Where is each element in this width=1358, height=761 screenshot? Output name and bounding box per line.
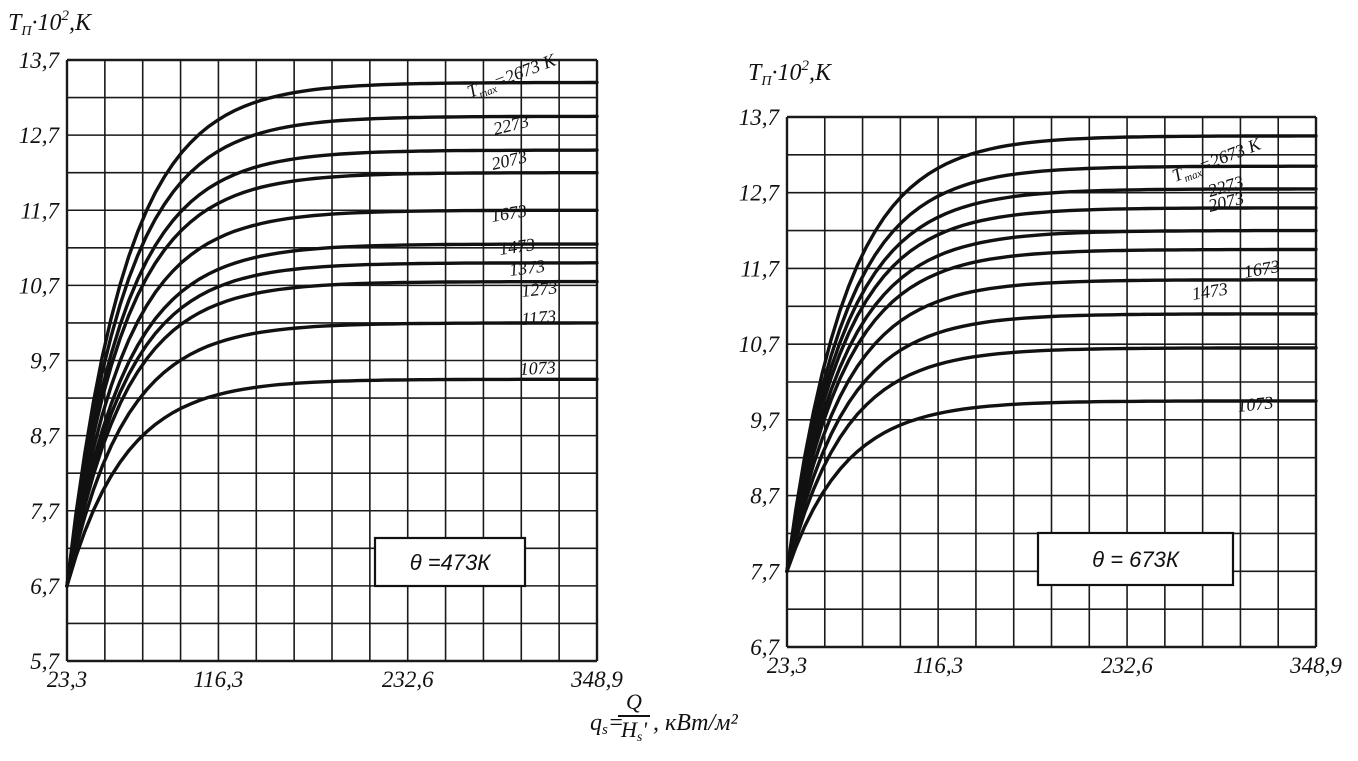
y-tick-label: 6,7	[750, 635, 780, 660]
series-curve-8	[65, 321, 599, 588]
series-label: 1673	[1242, 256, 1281, 282]
x-tick-label: 116,3	[913, 653, 963, 678]
y-tick-label: 7,7	[750, 559, 780, 584]
y-tick-label: 8,7	[750, 484, 780, 509]
annotation-theta-label: θ = 673К	[1092, 547, 1180, 572]
series-curve-8	[785, 346, 1318, 573]
x-tick-label: 348,9	[570, 667, 623, 692]
y-axis-label: TП·102,К	[8, 8, 93, 39]
y-tick-label: 10,7	[19, 273, 61, 298]
series-curve-4	[65, 208, 599, 588]
series-curve-0	[65, 80, 599, 588]
y-tick-label: 5,7	[30, 649, 60, 674]
y-tick-label: 13,7	[19, 48, 61, 73]
x-tick-label: 232,6	[1101, 653, 1153, 678]
series-curve-7	[785, 312, 1318, 573]
series-label: 1173	[521, 306, 557, 329]
x-axis-denominator: Hs'	[620, 717, 648, 746]
series-curve-1	[785, 164, 1318, 573]
y-tick-label: 12,7	[739, 181, 781, 206]
x-tick-label: 23,3	[767, 653, 807, 678]
series-curve-9	[65, 377, 599, 588]
y-tick-label: 8,7	[30, 424, 60, 449]
y-tick-label: 13,7	[739, 105, 781, 130]
x-axis-fraction-bar	[618, 715, 650, 717]
y-tick-label: 11,7	[740, 256, 780, 281]
annotation-box	[373, 536, 527, 588]
series-curve-2	[785, 187, 1318, 573]
x-tick-label: 232,6	[382, 667, 434, 692]
series-curve-4	[785, 228, 1318, 573]
x-tick-label: 23,3	[47, 667, 87, 692]
series-label: 1073	[1236, 392, 1274, 416]
y-tick-label: 12,7	[19, 123, 61, 148]
series-label: 1673	[489, 201, 528, 226]
annotation-theta-label: θ =473К	[410, 550, 492, 575]
series-curve-9	[785, 399, 1318, 573]
series-label: 1373	[508, 256, 546, 280]
x-axis-label: qs= Q Hs' , кВт/м²	[590, 690, 850, 760]
series-curve-7	[65, 279, 599, 588]
x-tick-label: 116,3	[193, 667, 243, 692]
series-curve-5	[65, 242, 599, 588]
x-axis-unit: , кВт/м²	[653, 710, 738, 736]
chart-theta-673: 6,7 7,7 8,7 9,7 10,7 11,7 12,7 13,7 23,3 116,3 232…	[739, 58, 1343, 678]
series-curve-6	[65, 261, 599, 588]
series-curve-2	[65, 148, 599, 588]
x-axis-numerator: Q	[626, 689, 642, 714]
series-curve-3	[65, 171, 599, 588]
y-tick-label: 7,7	[30, 499, 60, 524]
annotation-box	[1036, 531, 1235, 587]
series-curve-1	[65, 114, 599, 588]
y-axis-label: TП·102,К	[748, 58, 833, 89]
y-tick-label: 6,7	[30, 574, 60, 599]
x-axis-fraction: Q Hs'	[618, 690, 650, 750]
series-label: 1473	[498, 234, 536, 259]
series-curve-3	[785, 206, 1318, 573]
y-tick-label: 11,7	[20, 198, 60, 223]
series-curve-6	[785, 278, 1318, 573]
series-label: 1073	[519, 357, 556, 379]
series-label: Tmax=2673 К	[464, 49, 560, 104]
series-curve-5	[785, 247, 1318, 573]
y-tick-label: 9,7	[30, 349, 60, 374]
series-curve-0	[785, 134, 1318, 573]
chart-theta-473: 5,7 6,7 7,7 8,7 9,7 10,7 11,7 12,7 13,7 23,3 116,3…	[8, 8, 623, 692]
series-label: 1273	[520, 277, 558, 301]
series-label: 1473	[1190, 279, 1229, 304]
x-tick-label: 348,9	[1289, 653, 1342, 678]
y-tick-label: 10,7	[739, 332, 781, 357]
y-tick-label: 9,7	[750, 408, 780, 433]
